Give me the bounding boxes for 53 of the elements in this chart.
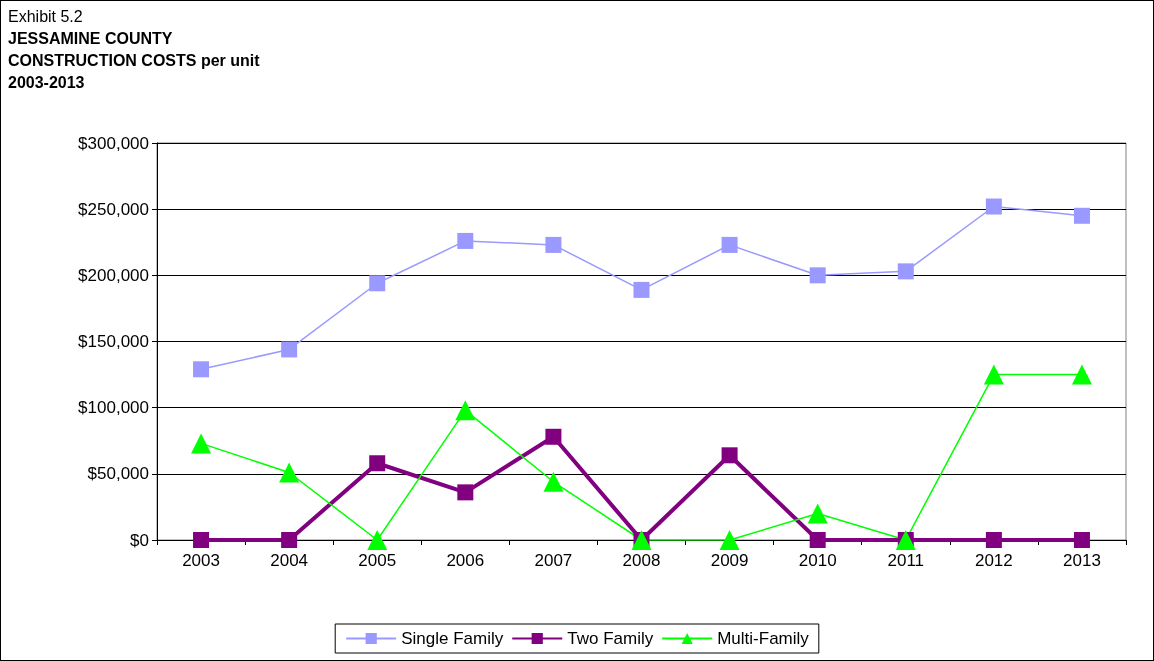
y-tick-label: $200,000 [78, 265, 149, 285]
point [367, 530, 388, 550]
legend-label: Multi-Family [717, 629, 810, 648]
y-tick-label: $50,000 [87, 464, 149, 484]
x-tick-label: 2011 [887, 551, 925, 570]
point [897, 263, 914, 280]
point [721, 236, 738, 253]
text: Exhibit 5.2 [8, 7, 84, 27]
y-tick-label: $0 [130, 530, 149, 550]
point [985, 532, 1002, 548]
x-tick-label: 2006 [446, 551, 485, 570]
point [719, 530, 740, 550]
point [1073, 532, 1090, 548]
point [369, 455, 386, 472]
point [191, 433, 212, 454]
y-tick-label: $150,000 [78, 332, 149, 351]
x-tick-label: 2013 [1063, 551, 1101, 570]
point [281, 532, 298, 548]
chart-title: JESSAMINE COUNTY CONSTRUCTION COSTS per unit [8, 29, 260, 71]
point [983, 364, 1004, 385]
x-tick-label: 2005 [358, 551, 397, 570]
point [457, 232, 474, 249]
y-tick-label: $100,000 [78, 398, 149, 418]
x-tick-label: 2007 [534, 551, 573, 570]
point [1071, 364, 1092, 385]
legend-label: Two Family [567, 629, 654, 648]
legend-label: Single Family [401, 629, 504, 648]
x-tick-label: 2009 [710, 551, 749, 570]
point [1073, 207, 1090, 224]
point [807, 503, 828, 524]
x-tick-label: 2012 [974, 551, 1013, 570]
x-tick-label: 2008 [622, 551, 661, 570]
x-tick-label: 2004 [270, 551, 309, 570]
y-tick-label: $300,000 [78, 133, 149, 153]
point [193, 532, 210, 548]
point [455, 400, 476, 421]
point [279, 462, 300, 483]
x-tick-label: 2010 [798, 551, 837, 570]
point [809, 532, 826, 548]
y-tick-label: $250,000 [78, 199, 149, 219]
point [543, 471, 564, 492]
point [633, 281, 650, 298]
point [193, 361, 210, 378]
x-tick-label: 2003 [182, 551, 220, 570]
point [369, 275, 386, 292]
point [809, 267, 826, 284]
point [721, 447, 738, 464]
chart-subtitle: 2003-2013 [8, 73, 86, 93]
point [281, 341, 298, 358]
point [457, 484, 474, 501]
point [545, 428, 562, 445]
point [545, 236, 562, 253]
point [985, 198, 1002, 215]
